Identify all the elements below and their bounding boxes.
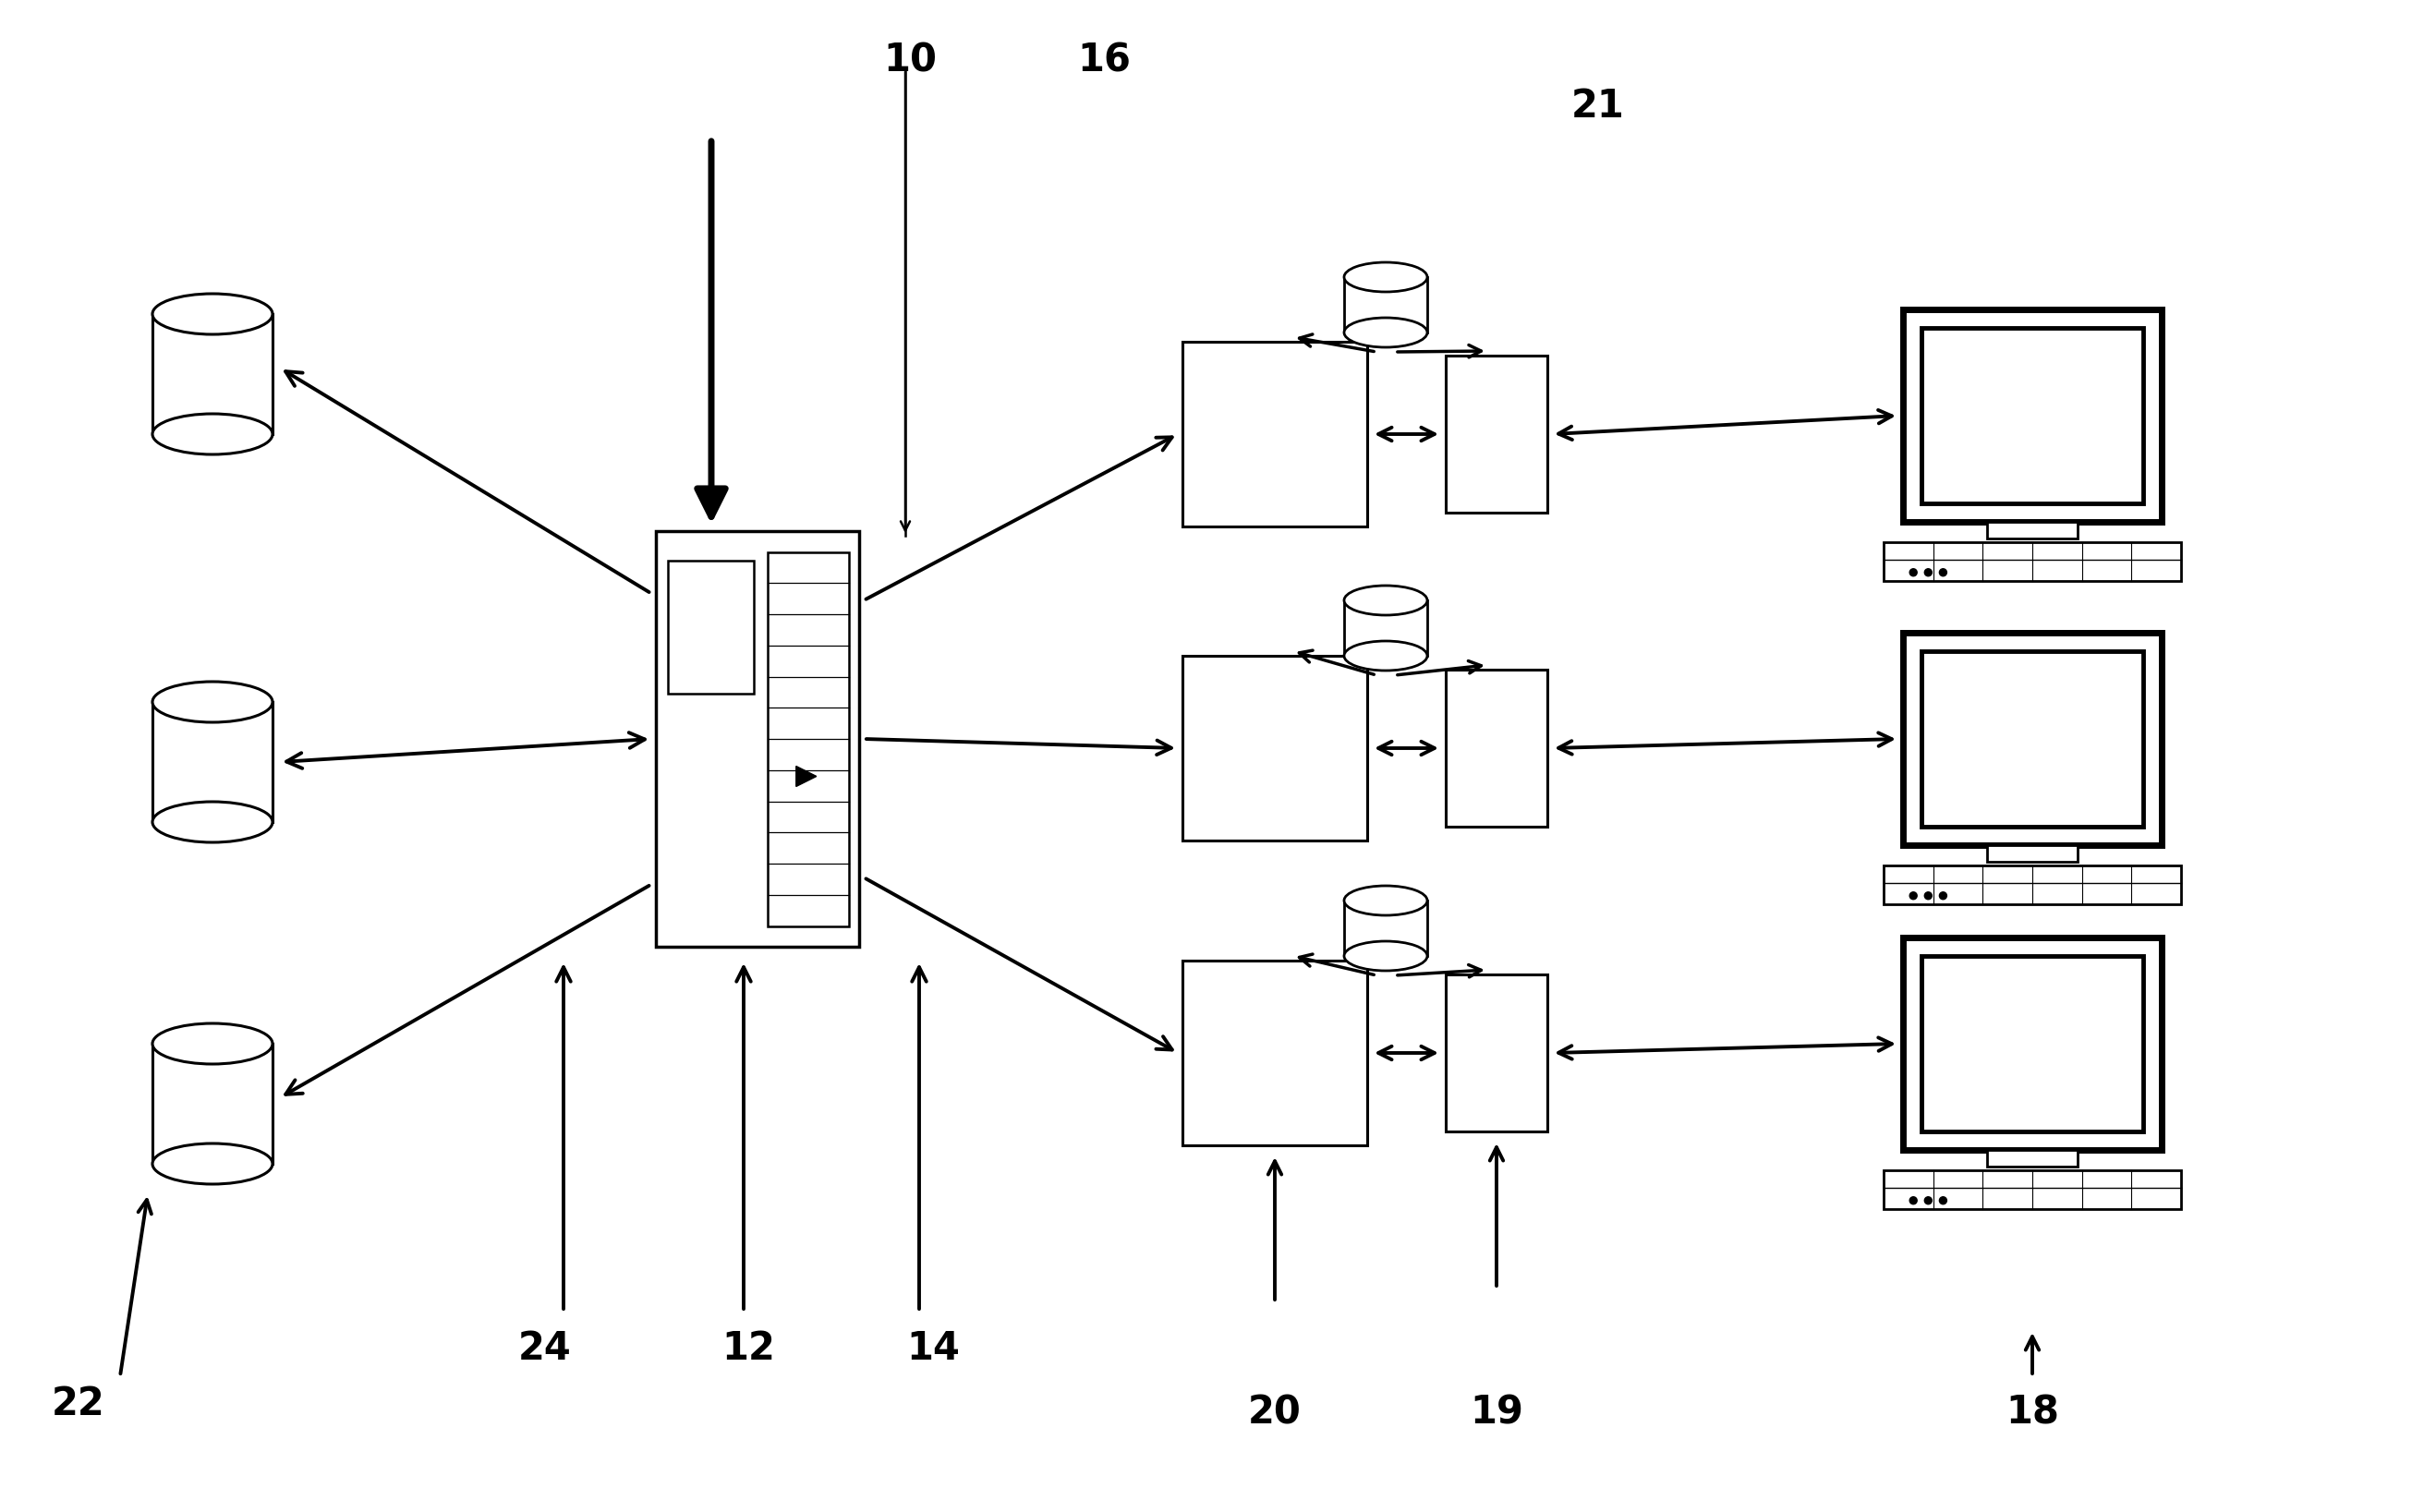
Text: 19: 19 bbox=[1469, 1394, 1522, 1432]
Text: 10: 10 bbox=[884, 41, 938, 80]
Bar bbox=[1883, 865, 2180, 904]
Ellipse shape bbox=[1345, 641, 1427, 670]
Bar bbox=[1883, 1170, 2180, 1210]
Bar bbox=[1922, 328, 2144, 503]
Ellipse shape bbox=[153, 414, 273, 455]
Ellipse shape bbox=[1345, 262, 1427, 292]
Circle shape bbox=[1924, 892, 1932, 900]
Bar bbox=[1445, 670, 1547, 827]
Circle shape bbox=[1939, 892, 1946, 900]
Circle shape bbox=[1910, 1198, 1917, 1204]
Bar bbox=[767, 552, 850, 925]
Bar bbox=[1345, 277, 1427, 333]
Bar bbox=[655, 531, 860, 947]
Circle shape bbox=[1924, 569, 1932, 576]
Ellipse shape bbox=[153, 801, 273, 842]
Text: 22: 22 bbox=[51, 1385, 105, 1423]
Ellipse shape bbox=[153, 293, 273, 334]
Bar bbox=[1181, 960, 1367, 1145]
Bar bbox=[153, 314, 273, 434]
Ellipse shape bbox=[1345, 318, 1427, 348]
Bar bbox=[1903, 310, 2161, 522]
Circle shape bbox=[1910, 569, 1917, 576]
Bar bbox=[667, 559, 753, 692]
Bar bbox=[153, 1043, 273, 1164]
Ellipse shape bbox=[1345, 585, 1427, 615]
Bar bbox=[1345, 600, 1427, 656]
Bar bbox=[1883, 543, 2180, 581]
Polygon shape bbox=[797, 767, 816, 786]
Bar bbox=[1445, 974, 1547, 1131]
Text: 21: 21 bbox=[1571, 86, 1625, 125]
Text: 18: 18 bbox=[2005, 1394, 2058, 1432]
Text: 20: 20 bbox=[1247, 1394, 1301, 1432]
Circle shape bbox=[1939, 1198, 1946, 1204]
Text: 24: 24 bbox=[519, 1329, 572, 1368]
Bar bbox=[153, 702, 273, 823]
Bar bbox=[1988, 522, 2078, 538]
Bar bbox=[1445, 355, 1547, 513]
Ellipse shape bbox=[153, 682, 273, 723]
Text: 14: 14 bbox=[906, 1329, 960, 1368]
Bar bbox=[1922, 956, 2144, 1131]
Circle shape bbox=[1924, 1198, 1932, 1204]
Ellipse shape bbox=[153, 1024, 273, 1064]
Bar bbox=[1345, 901, 1427, 956]
Circle shape bbox=[1910, 892, 1917, 900]
Ellipse shape bbox=[153, 1143, 273, 1184]
Ellipse shape bbox=[1345, 940, 1427, 971]
Bar bbox=[1988, 845, 2078, 862]
Bar bbox=[1988, 1151, 2078, 1167]
Text: 16: 16 bbox=[1077, 41, 1130, 80]
Bar bbox=[1181, 342, 1367, 526]
Bar bbox=[1903, 937, 2161, 1151]
Bar bbox=[1181, 656, 1367, 841]
Bar bbox=[1903, 632, 2161, 845]
Ellipse shape bbox=[1345, 886, 1427, 915]
Text: 12: 12 bbox=[721, 1329, 775, 1368]
Bar bbox=[1922, 652, 2144, 827]
Circle shape bbox=[1939, 569, 1946, 576]
